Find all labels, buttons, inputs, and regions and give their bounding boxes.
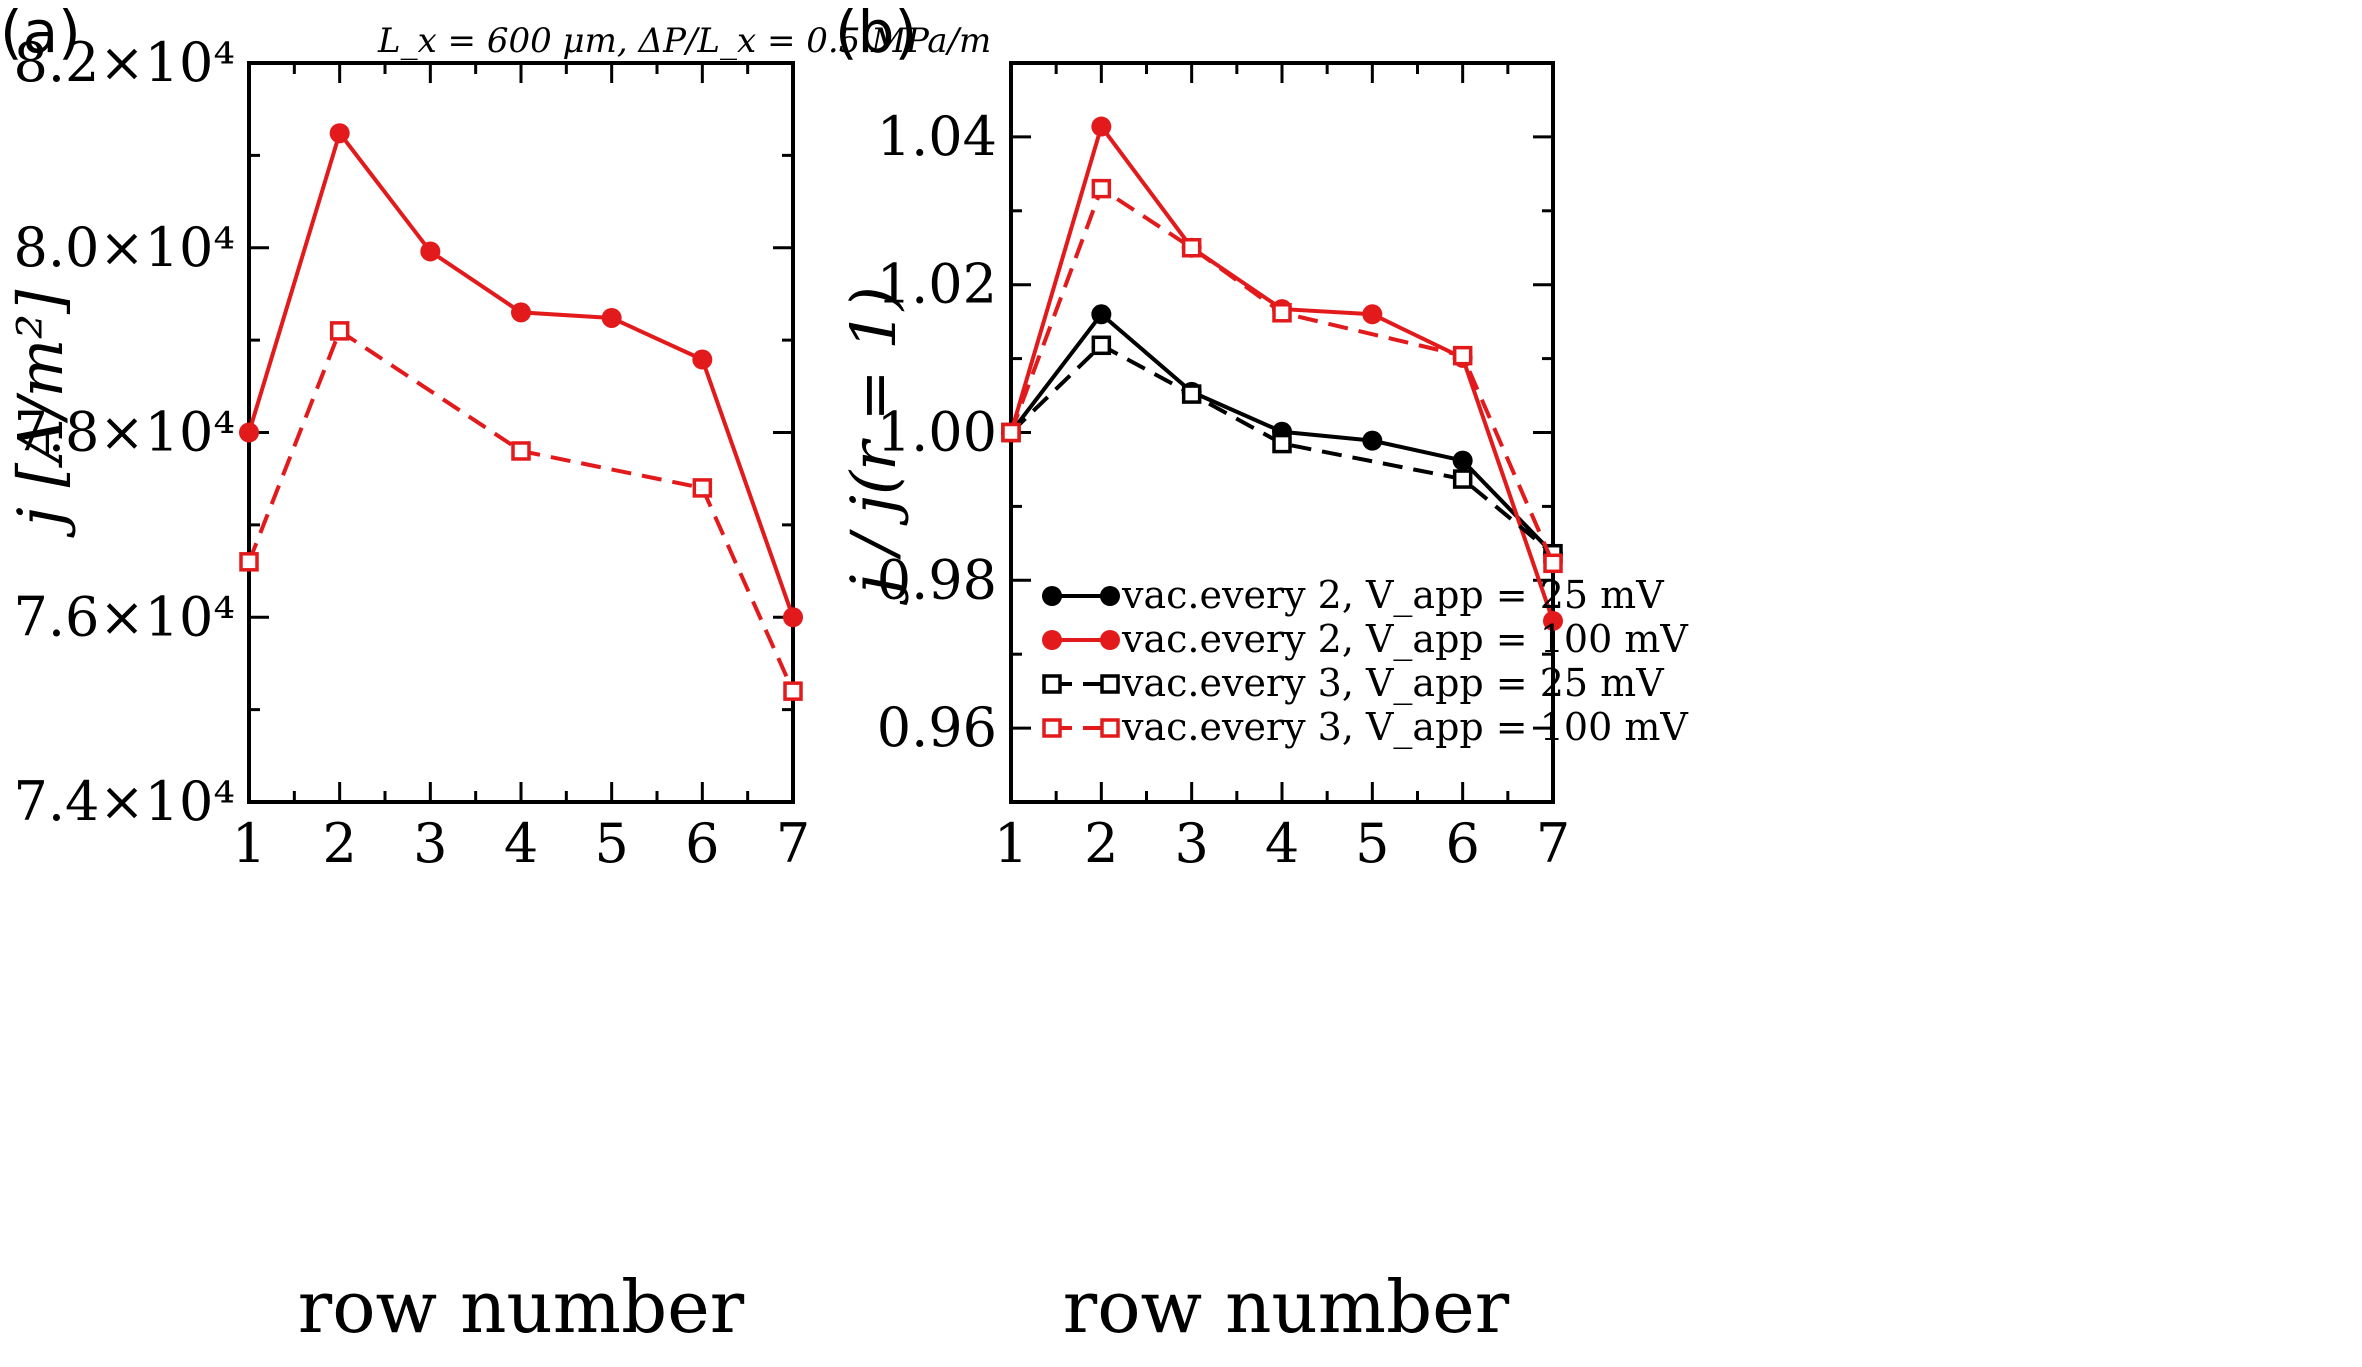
data-point — [1001, 422, 1021, 443]
data-point — [239, 422, 259, 443]
panel-b-ticks — [1009, 61, 1555, 804]
legend-marker — [1042, 718, 1062, 738]
x-tick-label: 6 — [1445, 812, 1479, 875]
legend-marker — [1100, 586, 1120, 606]
data-point — [1181, 384, 1202, 404]
data-point — [329, 321, 350, 341]
y-tick-label: 1.00 — [877, 401, 997, 464]
data-point — [511, 441, 531, 461]
data-point — [1181, 238, 1202, 258]
data-point — [601, 307, 622, 328]
data-point — [692, 349, 713, 370]
panel-a-series — [239, 123, 803, 701]
data-point — [239, 552, 259, 572]
series-line-3 — [1009, 185, 1555, 565]
panel-b-y-tick-labels: 0.96 0.98 1.00 1.02 1.04 — [877, 105, 997, 759]
y-tick-label: 1.04 — [877, 105, 997, 168]
x-tick-label: 7 — [1536, 812, 1570, 875]
panel-b-y-axis-title: j / j(r = 1) — [837, 286, 910, 606]
data-point — [1091, 335, 1112, 356]
data-point — [1362, 430, 1383, 451]
x-tick-label: 2 — [1084, 812, 1118, 875]
y-tick-label: 0.98 — [877, 548, 997, 611]
data-point — [1452, 345, 1473, 366]
panel-b-series — [1001, 116, 1563, 631]
data-point — [511, 302, 531, 323]
legend-marker — [1042, 674, 1062, 694]
y-tick-label: 7.4×10⁴ — [14, 770, 235, 833]
x-tick-label: 4 — [1265, 812, 1299, 875]
legend-label-3: vac.every 3, V_app = 100 mV — [1121, 705, 1688, 750]
panel-a-y-tick-labels: 7.4×10⁴ 7.6×10⁴ 7.8×10⁴ 8.0×10⁴ 8.2×10⁴ — [14, 31, 235, 833]
x-tick-label: 4 — [504, 812, 538, 875]
x-tick-label: 5 — [594, 812, 628, 875]
legend-marker — [1042, 586, 1062, 606]
y-tick-label: 8.2×10⁴ — [14, 31, 235, 94]
data-point — [1272, 433, 1292, 454]
data-point — [692, 478, 713, 498]
data-point — [1452, 450, 1473, 471]
x-tick-label: 2 — [322, 812, 356, 875]
data-point — [1091, 116, 1112, 137]
legend-marker — [1042, 630, 1062, 650]
x-tick-label: 3 — [1174, 812, 1208, 875]
data-point — [1543, 553, 1563, 574]
y-tick-label: 0.96 — [877, 696, 997, 759]
x-tick-label: 7 — [776, 812, 810, 875]
data-point — [1452, 469, 1473, 489]
y-tick-label: 1.02 — [877, 253, 997, 316]
panel-a-y-axis-title: j [A/m²] — [4, 289, 77, 538]
panel-b-x-axis-title: row number — [1063, 1265, 1510, 1349]
data-point — [329, 123, 350, 144]
data-point — [1091, 304, 1112, 325]
panel-a-title: L_x = 600 μm, ΔP/L_x = 0.5 MPa/m — [377, 21, 991, 61]
data-point — [420, 241, 441, 262]
data-point — [1362, 304, 1383, 325]
x-tick-label: 1 — [994, 812, 1028, 875]
legend-label-0: vac.every 2, V_app = 25 mV — [1121, 573, 1664, 618]
y-tick-label: 7.6×10⁴ — [14, 585, 235, 648]
panel-a-ticks — [247, 61, 795, 804]
panel-a-label: (a) — [0, 0, 81, 66]
x-tick-label: 5 — [1355, 812, 1389, 875]
series-line-2 — [1009, 342, 1555, 556]
y-tick-label: 8.0×10⁴ — [14, 216, 235, 279]
series-line-0 — [247, 128, 795, 618]
legend-marker — [1100, 674, 1120, 694]
x-tick-label: 6 — [685, 812, 719, 875]
legend-label-1: vac.every 2, V_app = 100 mV — [1121, 617, 1688, 662]
data-point — [783, 681, 803, 701]
data-point — [1091, 178, 1112, 199]
panel-a-plot-frame — [247, 61, 795, 804]
legend-marker — [1100, 718, 1120, 738]
y-tick-label: 7.8×10⁴ — [14, 401, 235, 464]
data-point — [1272, 303, 1292, 323]
data-point — [1543, 610, 1563, 631]
panel-a-x-axis-title: row number — [298, 1265, 745, 1349]
legend-label-2: vac.every 3, V_app = 25 mV — [1121, 661, 1664, 706]
data-point — [783, 607, 803, 628]
panel-a: (a) L_x = 600 μm, ΔP/L_x = 0.5 MPa/m 7.4… — [0, 0, 991, 1349]
legend-marker — [1100, 630, 1120, 650]
x-tick-label: 1 — [232, 812, 266, 875]
x-tick-label: 3 — [413, 812, 447, 875]
panel-b-label: (b) — [835, 0, 917, 66]
